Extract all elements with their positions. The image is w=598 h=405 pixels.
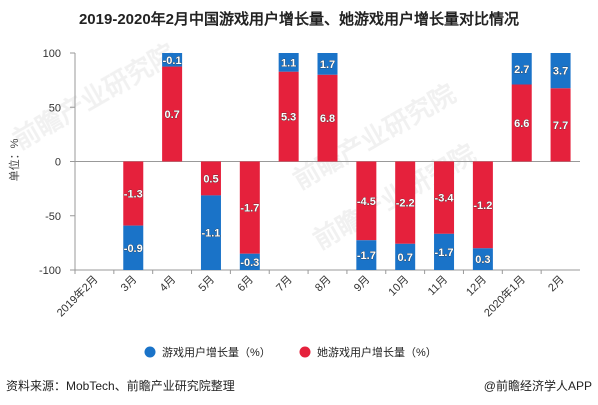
data-label: -1.7 <box>357 250 376 262</box>
data-label: 7.7 <box>553 120 568 132</box>
data-label: -1.7 <box>435 247 454 259</box>
bar-segment-all <box>239 253 260 270</box>
y-tick-label: 0 <box>55 157 61 169</box>
legend-label-0: 游戏用户增长量（%） <box>162 345 271 359</box>
x-tick-label: 3月 <box>119 274 140 295</box>
legend-label-1: 她游戏用户增长量（%） <box>317 345 437 359</box>
x-tick-label: 4月 <box>158 274 179 295</box>
x-tick-label: 2020年1月 <box>481 272 528 319</box>
bar-segment-female <box>200 161 221 196</box>
bar-segment-female <box>162 66 183 162</box>
x-tick-label: 6月 <box>235 274 256 295</box>
x-tick-label: 5月 <box>196 274 217 295</box>
data-label: 0.3 <box>475 254 490 266</box>
x-tick-label: 2019年2月 <box>53 272 100 319</box>
bar-segment-all <box>550 53 571 89</box>
bar-segment-female <box>356 161 377 241</box>
bar-segment-all <box>356 240 377 270</box>
bar-segment-female <box>239 161 260 254</box>
y-tick-label: 100 <box>43 48 61 60</box>
bar-segment-all <box>395 243 416 270</box>
data-label: -1.3 <box>124 189 143 201</box>
data-label: 0.7 <box>164 109 179 121</box>
data-label: -4.5 <box>357 196 376 208</box>
bar-segment-female <box>278 71 299 162</box>
data-label: 5.3 <box>281 112 296 124</box>
data-label: -2.2 <box>396 198 415 210</box>
watermark-text: 前瞻产业研究院 <box>8 38 181 155</box>
data-label: -1.7 <box>240 203 259 215</box>
x-tick-label: 2月 <box>546 274 567 295</box>
data-label: 3.7 <box>553 66 568 78</box>
data-label: 0.7 <box>398 252 413 264</box>
source-note: 资料来源：MobTech、前瞻产业研究院整理 <box>6 379 235 393</box>
legend-marker-1 <box>299 346 311 358</box>
y-tick-label: 50 <box>49 102 61 114</box>
chart-title: 2019-2020年2月中国游戏用户增长量、她游戏用户增长量对比情况 <box>78 11 520 28</box>
data-label: -0.9 <box>124 243 143 255</box>
bar-segment-female <box>550 88 571 162</box>
y-tick-label: -100 <box>39 265 61 277</box>
legend-marker-0 <box>144 346 156 358</box>
bar-segment-all <box>278 53 299 72</box>
data-label: 1.1 <box>281 57 296 69</box>
data-label: 2.7 <box>514 64 529 76</box>
x-tick-label: 10月 <box>386 274 411 299</box>
bar-segment-female <box>434 161 455 234</box>
bar-segment-female <box>511 84 532 162</box>
bar-segment-female <box>317 74 338 162</box>
bar-segment-all <box>162 53 183 67</box>
data-label: 0.5 <box>203 173 218 185</box>
data-label: -0.1 <box>163 55 182 67</box>
data-label: -0.3 <box>240 257 259 269</box>
bar-segment-female <box>395 161 416 244</box>
data-label: -1.2 <box>473 200 492 212</box>
bar-segment-all <box>472 248 493 270</box>
data-label: -3.4 <box>435 193 455 205</box>
bar-segment-all <box>123 225 144 270</box>
data-label: 6.6 <box>514 118 529 130</box>
bar-segment-all <box>511 53 532 85</box>
data-label: 6.8 <box>320 113 335 125</box>
y-tick-label: -50 <box>45 211 61 223</box>
y-axis-label: 单位：% <box>7 138 21 181</box>
bar-segment-all <box>317 53 338 75</box>
brand-credit: @前瞻经济学人APP <box>483 379 592 393</box>
bar-segment-all <box>200 195 221 270</box>
x-tick-label: 11月 <box>426 274 450 298</box>
bar-segment-female <box>472 161 493 249</box>
x-tick-label: 9月 <box>352 274 373 295</box>
x-tick-label: 7月 <box>274 274 295 295</box>
bar-segment-female <box>123 161 144 226</box>
data-label: -1.1 <box>201 228 220 240</box>
x-tick-label: 12月 <box>464 274 489 299</box>
bar-segment-all <box>434 233 455 270</box>
x-tick-label: 8月 <box>313 274 334 295</box>
data-label: 1.7 <box>320 59 335 71</box>
